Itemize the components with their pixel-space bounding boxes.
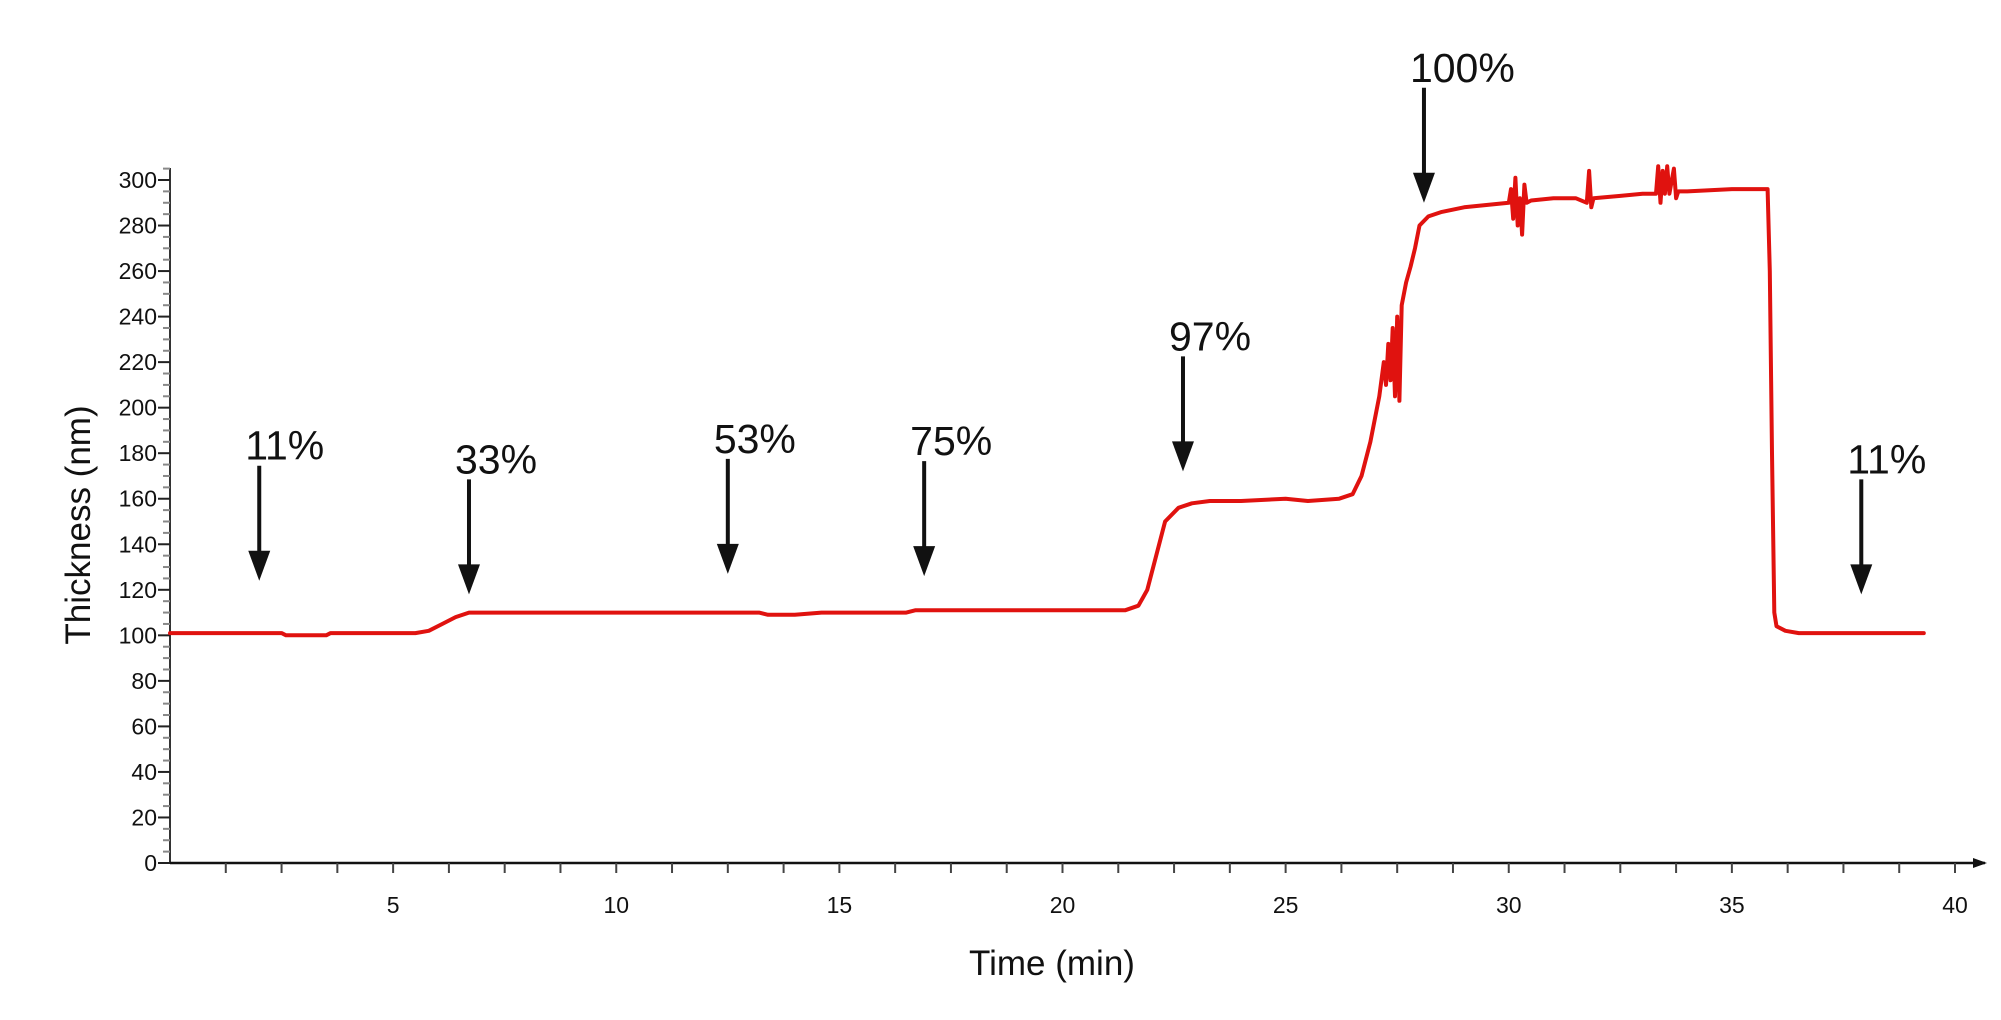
x-tick-label: 40 <box>1942 892 1968 918</box>
axes <box>169 168 1987 868</box>
annotation-label: 97% <box>1169 313 1251 359</box>
thickness-series-line <box>168 164 1926 638</box>
y-tick-label: 280 <box>119 213 157 239</box>
concentration-annotation: 53% <box>714 416 796 574</box>
y-tick-label: 260 <box>119 258 157 284</box>
y-tick-label: 20 <box>131 804 157 830</box>
x-tick-label: 20 <box>1050 892 1076 918</box>
annotation-arrowhead <box>716 543 739 574</box>
annotation-arrowhead <box>1412 172 1435 203</box>
annotation-label: 100% <box>1410 45 1515 91</box>
y-tick-label: 60 <box>131 713 157 739</box>
annotation-arrowhead <box>913 546 936 577</box>
concentration-annotation: 100% <box>1410 45 1515 203</box>
concentration-annotation: 75% <box>910 418 992 577</box>
annotation-arrowhead <box>1850 564 1873 595</box>
y-axis-title: Thickness (nm) <box>59 405 98 644</box>
annotation-arrowhead <box>1171 441 1194 472</box>
x-tick-label: 35 <box>1719 892 1745 918</box>
y-tick-label: 300 <box>119 167 157 193</box>
y-tick-label: 120 <box>119 577 157 603</box>
y-tick-label: 0 <box>144 850 157 876</box>
annotation-arrowhead <box>457 564 480 595</box>
x-tick-label: 15 <box>827 892 853 918</box>
concentration-annotation: 97% <box>1169 313 1251 472</box>
y-tick-label: 140 <box>119 531 157 557</box>
concentration-annotation: 11% <box>1847 436 1926 595</box>
x-axis-title: Time (min) <box>969 944 1135 983</box>
y-tick-label: 80 <box>131 668 157 694</box>
y-tick-label: 240 <box>119 304 157 330</box>
annotations: 11% 33% 53% 75% 97% 100% 11% <box>245 45 1926 595</box>
y-tick-label: 100 <box>119 622 157 648</box>
x-tick-label: 25 <box>1273 892 1299 918</box>
concentration-annotation: 11% <box>245 423 324 581</box>
annotation-label: 33% <box>455 436 537 482</box>
annotation-label: 11% <box>245 423 324 469</box>
y-tick-label: 200 <box>119 395 157 421</box>
concentration-annotation: 33% <box>455 436 537 595</box>
x-tick-label: 5 <box>387 892 400 918</box>
annotation-arrowhead <box>248 550 271 581</box>
y-tick-label: 220 <box>119 349 157 375</box>
x-tick-label: 30 <box>1496 892 1522 918</box>
annotation-label: 75% <box>910 418 992 464</box>
y-tick-label: 180 <box>119 440 157 466</box>
x-tick-label: 10 <box>603 892 629 918</box>
tick-marks: 0 20 40 60 80 100 120 140 160 180 200 220 240 260 280 3… <box>119 167 1968 918</box>
annotation-label: 11% <box>1847 436 1926 482</box>
annotation-label: 53% <box>714 416 796 462</box>
series-layer <box>168 164 1926 638</box>
y-tick-label: 160 <box>119 486 157 512</box>
y-tick-label: 40 <box>131 759 157 785</box>
